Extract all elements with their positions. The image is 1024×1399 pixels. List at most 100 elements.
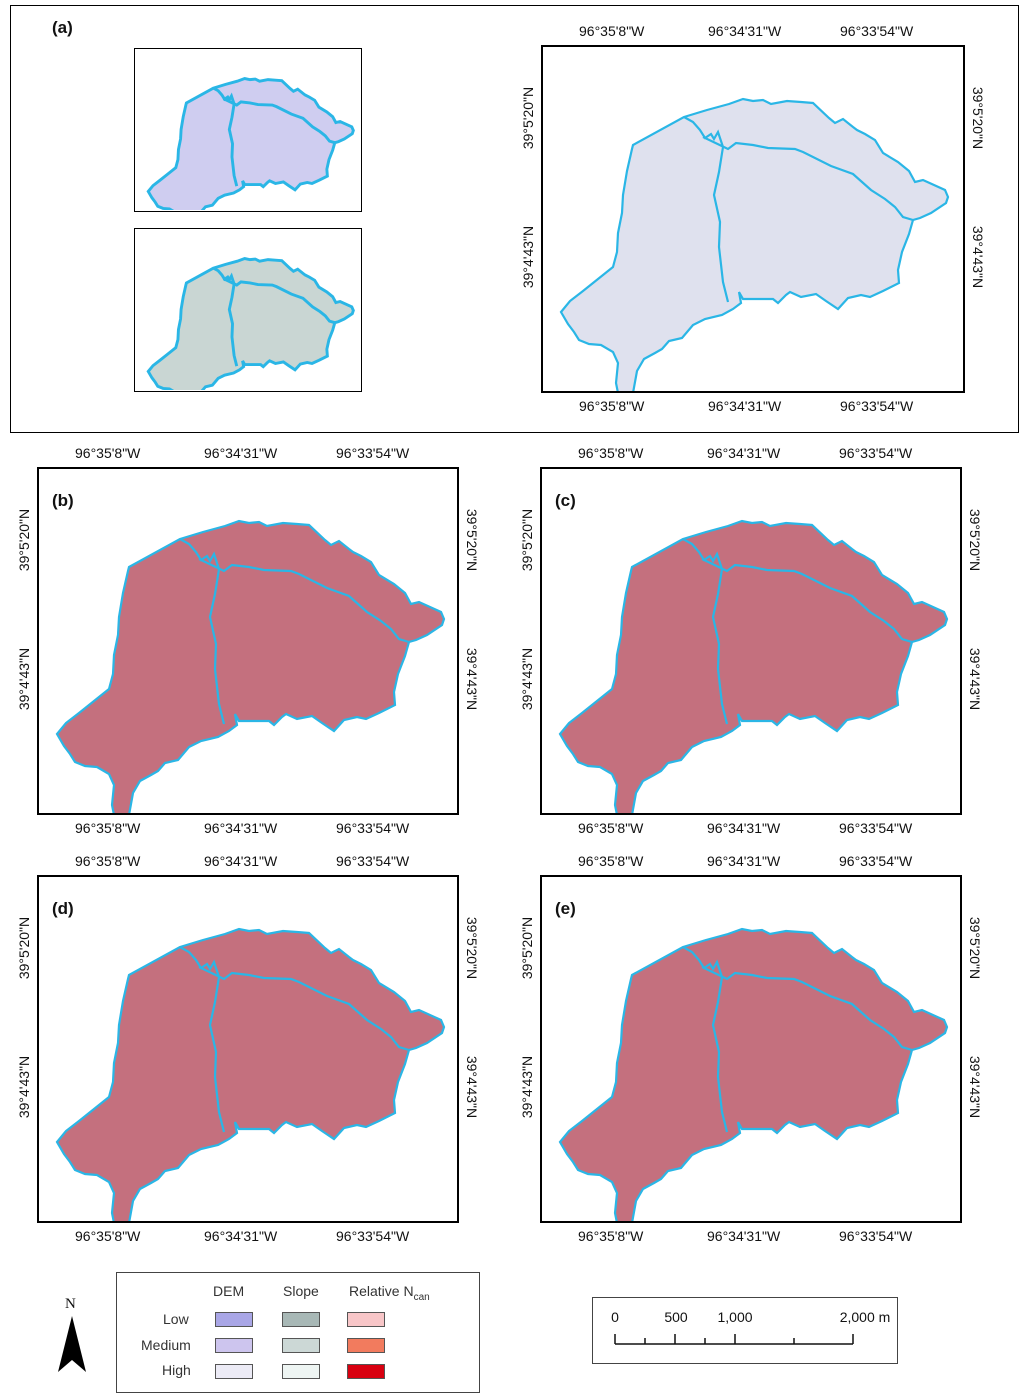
lon-label-c-bottom-0: 96°35'8"W <box>578 820 644 836</box>
lat-label-e-right-1: 39°4'43"N <box>967 1055 983 1119</box>
lat-label-d-left-0: 39°5'20"N <box>16 916 32 980</box>
lon-label-e-bottom-1: 96°34'31"W <box>707 1228 781 1244</box>
map-panel-b <box>37 467 459 815</box>
dem-inset-frame <box>134 48 362 212</box>
dem-catchment <box>146 77 355 210</box>
catchment-boundary-b <box>55 519 446 813</box>
lat-label-e-left-1: 39°4'43"N <box>519 1055 535 1119</box>
lon-label-a-bottom-2: 96°33'54"W <box>840 398 914 414</box>
catchment-map-c <box>558 519 949 813</box>
lat-label-d-left-1: 39°4'43"N <box>16 1055 32 1119</box>
map-panel-e <box>540 875 962 1223</box>
catchment-boundary-c <box>558 519 949 813</box>
slope-catchment-fill <box>146 257 355 390</box>
lon-label-d-bottom-0: 96°35'8"W <box>75 1228 141 1244</box>
scale-label-500: 500 <box>664 1309 688 1325</box>
lat-label-d-right-0: 39°5'20"N <box>464 916 480 980</box>
lon-label-b-bottom-2: 96°33'54"W <box>336 820 410 836</box>
lat-label-c-left-1: 39°4'43"N <box>519 647 535 711</box>
panel-a-label: (a) <box>52 18 73 37</box>
lat-label-b-left-1: 39°4'43"N <box>16 647 32 711</box>
lon-label-e-top-2: 96°33'54"W <box>839 853 913 869</box>
lon-label-c-bottom-2: 96°33'54"W <box>839 820 913 836</box>
swatch-ncan-low <box>347 1312 385 1327</box>
panel-c-label: (c) <box>555 491 576 510</box>
lat-label-c-left-0: 39°5'20"N <box>519 508 535 572</box>
catchment-boundary-e <box>558 927 949 1221</box>
lon-label-b-top-1: 96°34'31"W <box>204 445 278 461</box>
north-label: N <box>65 1296 76 1312</box>
slope-inset-frame <box>134 228 362 392</box>
swatch-ncan-high <box>347 1364 385 1379</box>
lon-label-b-top-0: 96°35'8"W <box>75 445 141 461</box>
catchment-boundary-d <box>55 927 446 1221</box>
lat-label-a-right-0: 39°5'20"N <box>970 86 986 150</box>
swatch-dem-low <box>215 1312 253 1327</box>
subbasin-boundary-d <box>179 946 410 1133</box>
lon-label-d-bottom-2: 96°33'54"W <box>336 1228 410 1244</box>
lon-label-a-bottom-0: 96°35'8"W <box>579 398 645 414</box>
lon-label-a-top-1: 96°34'31"W <box>708 23 782 39</box>
legend-header-ncan: Relative Ncan <box>349 1283 430 1303</box>
swatch-dem-high <box>215 1364 253 1379</box>
lon-label-a-top-2: 96°33'54"W <box>840 23 914 39</box>
scale-label-2000: 2,000 m <box>839 1309 891 1325</box>
lon-label-c-top-1: 96°34'31"W <box>707 445 781 461</box>
lon-label-a-bottom-1: 96°34'31"W <box>708 398 782 414</box>
map-panel-c <box>540 467 962 815</box>
legend-header-slope: Slope <box>283 1283 319 1299</box>
scale-bar-graphic <box>614 1334 854 1345</box>
slope-inset-map <box>146 257 355 390</box>
subbasin-boundary-b <box>179 538 410 725</box>
lon-label-d-top-2: 96°33'54"W <box>336 853 410 869</box>
lon-label-c-top-2: 96°33'54"W <box>839 445 913 461</box>
north-arrow: N <box>52 1296 92 1376</box>
lon-label-d-top-0: 96°35'8"W <box>75 853 141 869</box>
legend-header-dem: DEM <box>213 1283 245 1299</box>
subbasin-boundary-c <box>682 538 913 725</box>
lat-label-c-right-1: 39°4'43"N <box>967 647 983 711</box>
lon-label-e-top-1: 96°34'31"W <box>707 853 781 869</box>
slope-subbasin-lines <box>212 266 336 367</box>
lat-label-a-left-0: 39°5'20"N <box>520 86 536 150</box>
lon-label-b-bottom-1: 96°34'31"W <box>204 820 278 836</box>
swatch-ncan-medium <box>347 1338 385 1353</box>
lon-label-d-top-1: 96°34'31"W <box>204 853 278 869</box>
panel-b-label: (b) <box>52 491 74 510</box>
lat-label-a-left-1: 39°4'43"N <box>520 225 536 289</box>
lat-label-a-right-1: 39°4'43"N <box>970 225 986 289</box>
swatch-slope-medium <box>282 1338 320 1353</box>
lat-label-c-right-0: 39°5'20"N <box>967 508 983 572</box>
dem-subbasin-lines <box>212 86 336 187</box>
lon-label-d-bottom-1: 96°34'31"W <box>204 1228 278 1244</box>
lon-label-c-bottom-1: 96°34'31"W <box>707 820 781 836</box>
map-panel-a <box>541 45 965 393</box>
panel-d-label: (d) <box>52 899 74 918</box>
scale-bar: 0 500 1,000 2,000 m <box>592 1297 898 1364</box>
lat-label-b-right-0: 39°5'20"N <box>464 508 480 572</box>
swatch-slope-high <box>282 1364 320 1379</box>
catchment-map-b <box>55 519 446 813</box>
lon-label-b-bottom-0: 96°35'8"W <box>75 820 141 836</box>
map-panel-d <box>37 875 459 1223</box>
slope-catchment <box>146 257 355 390</box>
lon-label-e-bottom-2: 96°33'54"W <box>839 1228 913 1244</box>
legend-row-high: High <box>162 1362 191 1378</box>
lat-label-d-right-1: 39°4'43"N <box>464 1055 480 1119</box>
swatch-slope-low <box>282 1312 320 1327</box>
lon-label-b-top-2: 96°33'54"W <box>336 445 410 461</box>
catchment-boundary-a <box>559 97 950 391</box>
lon-label-a-top-0: 96°35'8"W <box>579 23 645 39</box>
dem-inset-map <box>146 77 355 210</box>
lon-label-c-top-0: 96°35'8"W <box>578 445 644 461</box>
legend-row-low: Low <box>163 1311 189 1327</box>
lat-label-b-left-0: 39°5'20"N <box>16 508 32 572</box>
north-arrow-icon <box>58 1316 86 1372</box>
catchment-map-d <box>55 927 446 1221</box>
subbasin-boundary-e <box>682 946 913 1133</box>
swatch-dem-medium <box>215 1338 253 1353</box>
lon-label-e-bottom-0: 96°35'8"W <box>578 1228 644 1244</box>
scale-label-0: 0 <box>611 1309 619 1325</box>
legend: DEM Slope Relative Ncan Low Medium High <box>116 1272 480 1393</box>
subbasin-boundary-a <box>683 116 914 303</box>
